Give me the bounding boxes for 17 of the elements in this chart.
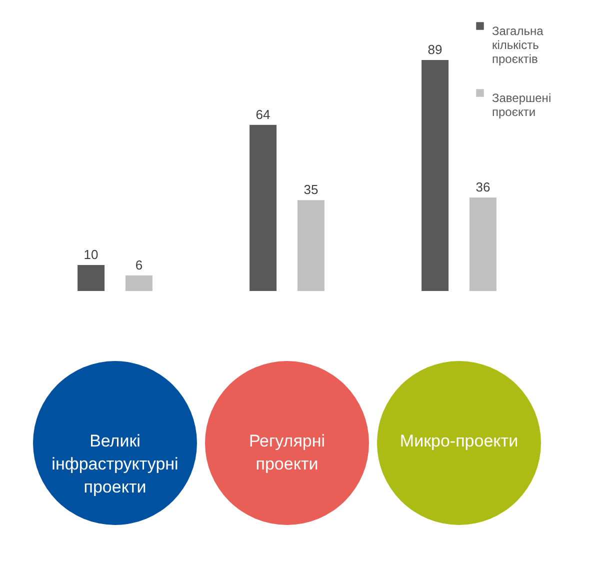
bar [78,265,105,291]
data-label: 64 [256,106,270,122]
data-label: 6 [135,257,143,272]
data-label: 89 [428,42,442,57]
legend-label: Завершені проєкти [492,91,552,119]
data-label: 35 [304,182,318,198]
bar [125,275,152,291]
x-tick-label: Регулярні проекти [248,432,326,474]
data-label: 36 [476,180,490,195]
bar [469,198,496,291]
bar [250,124,277,291]
x-tick-label: Великі інфраструктурні проекти [52,432,178,496]
data-label: 10 [84,247,98,262]
legend-label: Загальна кількість проєктів [492,24,544,66]
bar [297,200,324,291]
bar [422,60,449,291]
x-tick-label: Микро-проекти [400,432,518,450]
